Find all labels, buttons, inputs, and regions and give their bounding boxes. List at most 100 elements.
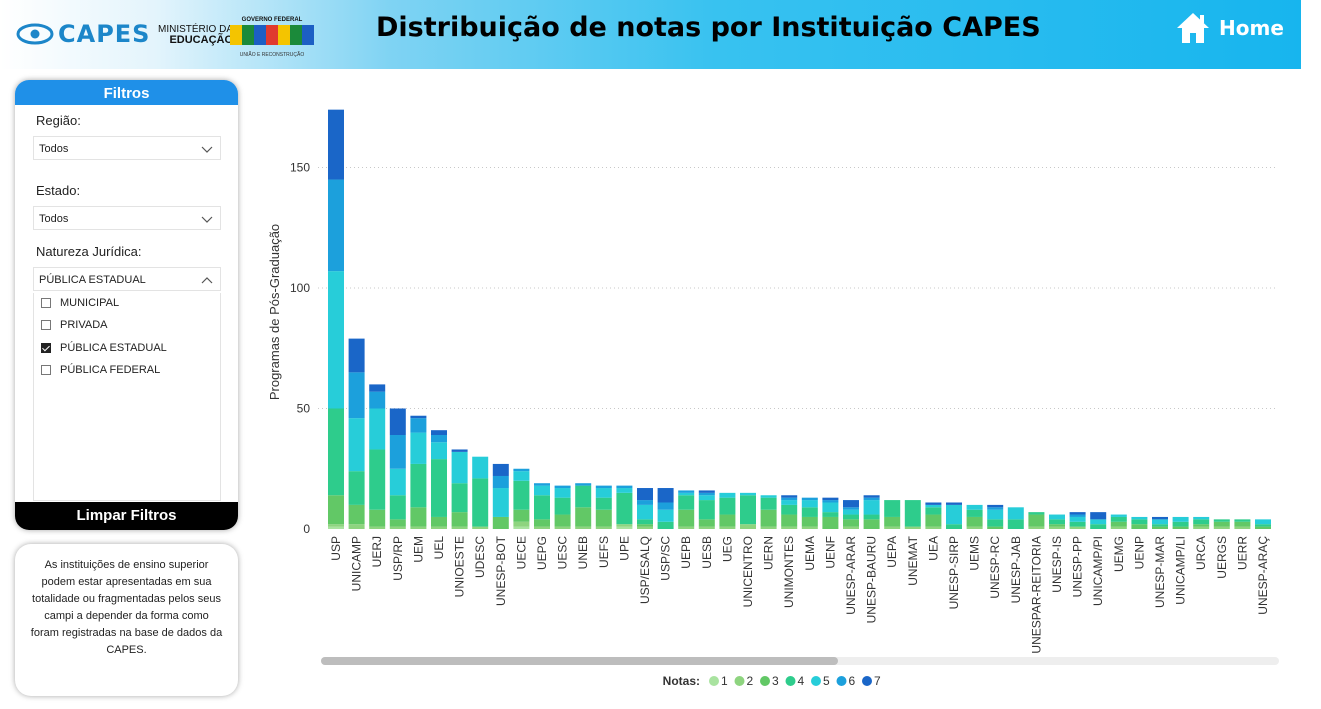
bar-segment (1028, 514, 1045, 527)
x-tick-label: UNESP-JAB (1009, 536, 1023, 603)
bar-segment (328, 526, 344, 529)
bar-segment (348, 524, 365, 529)
bar-segment (1234, 526, 1251, 529)
x-tick-label: UNEB (576, 536, 590, 569)
bar-segment (410, 415, 427, 419)
x-tick-label: UEG (720, 536, 734, 562)
x-tick-label: UNIOESTE (453, 536, 467, 597)
legend-label: 7 (874, 674, 881, 688)
bar-segment (369, 384, 386, 392)
checkbox-checked[interactable] (41, 343, 51, 353)
bar-segment (1193, 516, 1210, 520)
gov-bottom-text: UNIÃO E RECONSTRUÇÃO (239, 52, 305, 58)
bar-segment (554, 526, 571, 529)
home-button[interactable]: Home (1175, 11, 1284, 45)
page-title: Distribuição de notas por Instituição CA… (376, 12, 1041, 43)
bar-segment (1007, 507, 1024, 520)
bar-segment (863, 495, 880, 498)
natureza-dropdown[interactable]: PÚBLICA ESTADUAL (33, 267, 221, 291)
y-tick-label: 50 (297, 402, 311, 416)
bar-segment (966, 504, 983, 510)
bar-segment (925, 504, 942, 508)
legend-title: Notas: (663, 674, 700, 688)
x-tick-label: UECE (514, 536, 528, 569)
bar-segment (369, 526, 386, 529)
bar-segment (698, 492, 715, 496)
bar-segment (1234, 519, 1251, 522)
checkbox[interactable] (41, 298, 51, 308)
x-tick-label: UERJ (370, 536, 384, 567)
x-tick-label: UNESP-PP (1071, 536, 1085, 597)
bar-segment (575, 526, 592, 529)
y-axis-label: Programas de Pós-Graduação (267, 224, 282, 400)
option-label: PÚBLICA FEDERAL (60, 364, 161, 376)
bar-segment (431, 430, 447, 436)
x-tick-label: UNIMONTES (782, 536, 796, 608)
bar-segment (740, 524, 756, 529)
legend-marker (709, 676, 719, 686)
bar-segment (1069, 514, 1086, 517)
natureza-option-publica-federal[interactable]: PÚBLICA FEDERAL (41, 364, 160, 376)
bar-segment (1152, 526, 1168, 529)
bar-segment (492, 488, 509, 517)
bar-segment (575, 507, 592, 527)
bar-segment (884, 516, 901, 527)
bar-segment (678, 495, 695, 510)
chart-scrollbar-thumb[interactable] (321, 657, 838, 665)
bar-segment (801, 516, 818, 527)
natureza-option-municipal[interactable]: MUNICIPAL (41, 297, 119, 309)
bar-segment (410, 418, 427, 433)
estado-dropdown[interactable]: Todos (33, 206, 221, 230)
filters-box: Filtros Região: Todos Estado: Todos Natu… (15, 80, 238, 530)
bar-segment (781, 497, 798, 501)
x-tick-label: UEA (926, 536, 940, 561)
chevron-up-icon (201, 268, 213, 301)
x-tick-label: UNICAMP/LI (1174, 536, 1188, 605)
bar-segment (987, 504, 1004, 508)
bar-segment (1152, 516, 1168, 520)
estado-label: Estado: (36, 183, 81, 198)
bar-segment (719, 526, 736, 529)
x-tick-label: UNESP-RC (988, 536, 1002, 599)
bar-segment (637, 524, 653, 527)
bar-segment (822, 516, 839, 529)
x-tick-label: UNESP-ARAR (844, 536, 858, 615)
bar-segment (472, 526, 489, 529)
x-tick-label: UEMG (1112, 536, 1126, 572)
bar-segment (1069, 516, 1086, 522)
x-tick-label: UEL (432, 536, 446, 560)
regiao-dropdown[interactable]: Todos (33, 136, 221, 160)
bar-segment (534, 483, 550, 486)
bar-segment (595, 485, 612, 489)
header-bar: CAPES MINISTÉRIO DA EDUCAÇÃO GOVERNO FED… (0, 0, 1301, 69)
bar-segment (410, 432, 427, 464)
bar-segment (534, 495, 550, 520)
bar-segment (719, 514, 736, 527)
bar-segment (1090, 512, 1107, 520)
bar-segment (657, 521, 674, 529)
checkbox[interactable] (41, 320, 51, 330)
option-label: PÚBLICA ESTADUAL (60, 342, 167, 354)
bar-segment (1213, 519, 1230, 522)
bar-segment (389, 526, 406, 529)
bar-segment (1069, 512, 1086, 515)
bar-segment (801, 526, 818, 529)
bar-segment (966, 516, 983, 527)
bar-segment (1028, 512, 1045, 515)
natureza-value: PÚBLICA ESTADUAL (39, 274, 146, 286)
natureza-option-publica-estadual[interactable]: PÚBLICA ESTADUAL (41, 342, 167, 354)
bar-segment (740, 495, 756, 525)
natureza-option-privada[interactable]: PRIVADA (41, 319, 107, 331)
bar-segment (616, 526, 633, 529)
x-tick-label: UERR (1235, 536, 1249, 570)
bar-segment (328, 524, 344, 527)
x-tick-label: UNESP-MAR (1153, 536, 1167, 608)
checkbox[interactable] (41, 365, 51, 375)
bar-segment (637, 504, 653, 520)
bar-segment (822, 512, 839, 517)
bar-segment (616, 488, 633, 493)
clear-filters-button[interactable]: Limpar Filtros (15, 502, 238, 530)
bar-segment (595, 488, 612, 498)
bar-segment (389, 495, 406, 520)
